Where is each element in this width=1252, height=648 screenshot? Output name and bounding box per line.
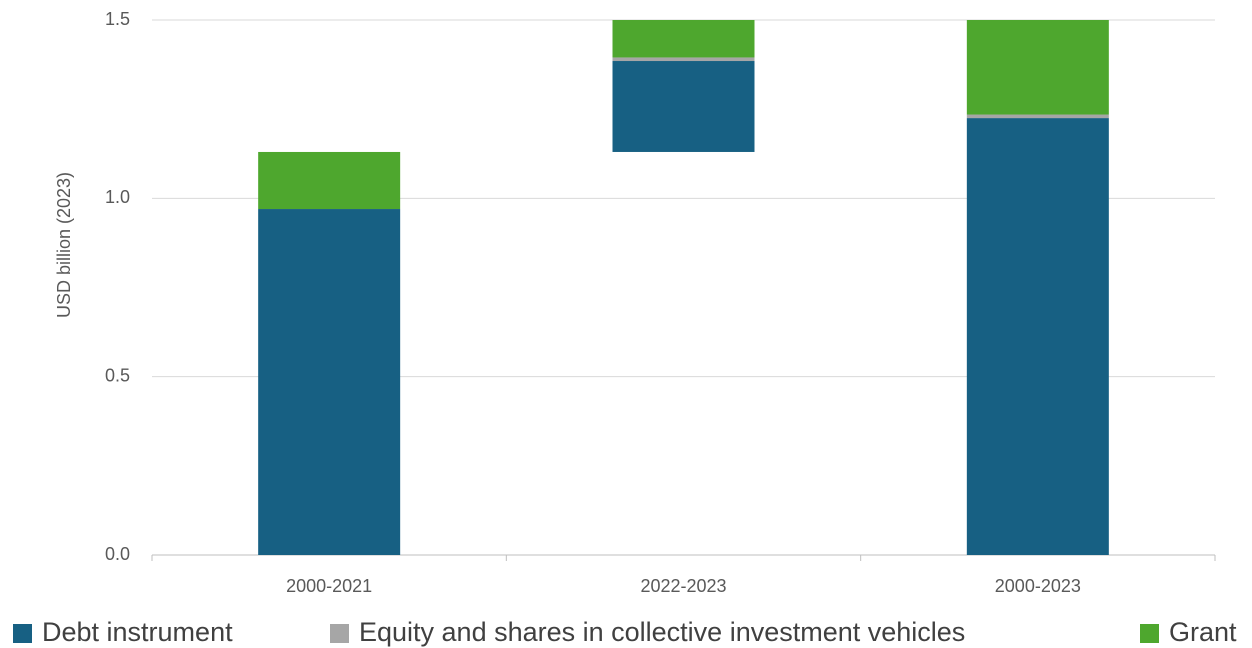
plot-area	[258, 20, 1109, 555]
x-tick-label: 2022-2023	[640, 576, 726, 596]
legend-label: Debt instrument	[42, 617, 233, 647]
legend-swatch	[13, 624, 32, 643]
bar-segment	[258, 209, 401, 555]
legend-swatch	[1140, 624, 1159, 643]
bar-segment	[612, 20, 755, 58]
bar-segment	[966, 118, 1109, 555]
y-tick-label: 0.0	[105, 544, 130, 564]
legend-label: Grant	[1169, 617, 1237, 647]
bar-segment	[966, 20, 1109, 115]
bar-segment	[612, 61, 755, 152]
y-axis-label: USD billion (2023)	[54, 172, 74, 318]
legend-label: Equity and shares in collective investme…	[359, 617, 965, 647]
y-tick-label: 0.5	[105, 365, 130, 385]
legend: Debt instrument Equity and shares in coll…	[13, 617, 1237, 647]
x-tick-label: 2000-2021	[286, 576, 372, 596]
y-tick-label: 1.0	[105, 187, 130, 207]
bar-segment	[966, 114, 1109, 119]
y-tick-label: 1.5	[105, 9, 130, 29]
legend-swatch	[330, 624, 349, 643]
bar-segment	[258, 151, 401, 210]
x-tick-label: 2000-2023	[995, 576, 1081, 596]
bar-segment	[612, 57, 755, 62]
